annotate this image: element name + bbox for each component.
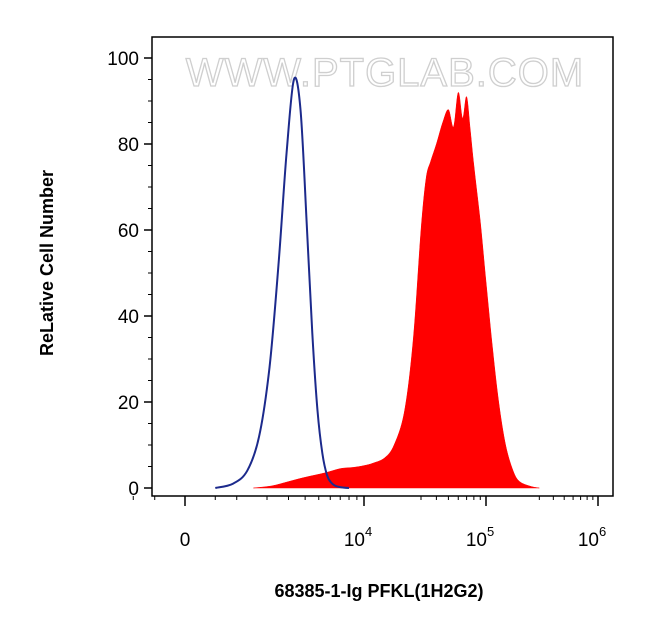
series-filled-histogram (253, 92, 540, 489)
watermark-text: WWW.PTGLAB.COM (186, 51, 584, 95)
x-tick-label: 105 (466, 524, 494, 551)
y-tick-label: 20 (118, 393, 139, 414)
x-axis-label: 68385-1-Ig PFKL(1H2G2) (274, 581, 483, 601)
axis-labels: ReLative Cell Number 68385-1-Ig PFKL(1H2… (37, 170, 484, 601)
series-outline-histogram (215, 76, 350, 489)
y-tick-label: 80 (118, 135, 139, 156)
x-tick-label: 0 (180, 530, 191, 551)
plot-frame (151, 36, 614, 497)
x-tick-label: 106 (578, 524, 606, 551)
x-tick-exponent: 6 (599, 524, 606, 539)
y-axis-label: ReLative Cell Number (37, 170, 57, 356)
x-tick-exponent: 4 (365, 524, 372, 539)
watermark: WWW.PTGLAB.COM (185, 50, 584, 95)
x-tick-label: 104 (344, 524, 372, 551)
y-tick-label: 40 (118, 307, 139, 328)
y-tick-label: 60 (118, 221, 139, 242)
y-tick-label: 0 (128, 479, 139, 500)
x-tick-exponent: 5 (487, 524, 494, 539)
y-tick-label: 100 (107, 49, 139, 70)
series-layer (215, 76, 540, 489)
